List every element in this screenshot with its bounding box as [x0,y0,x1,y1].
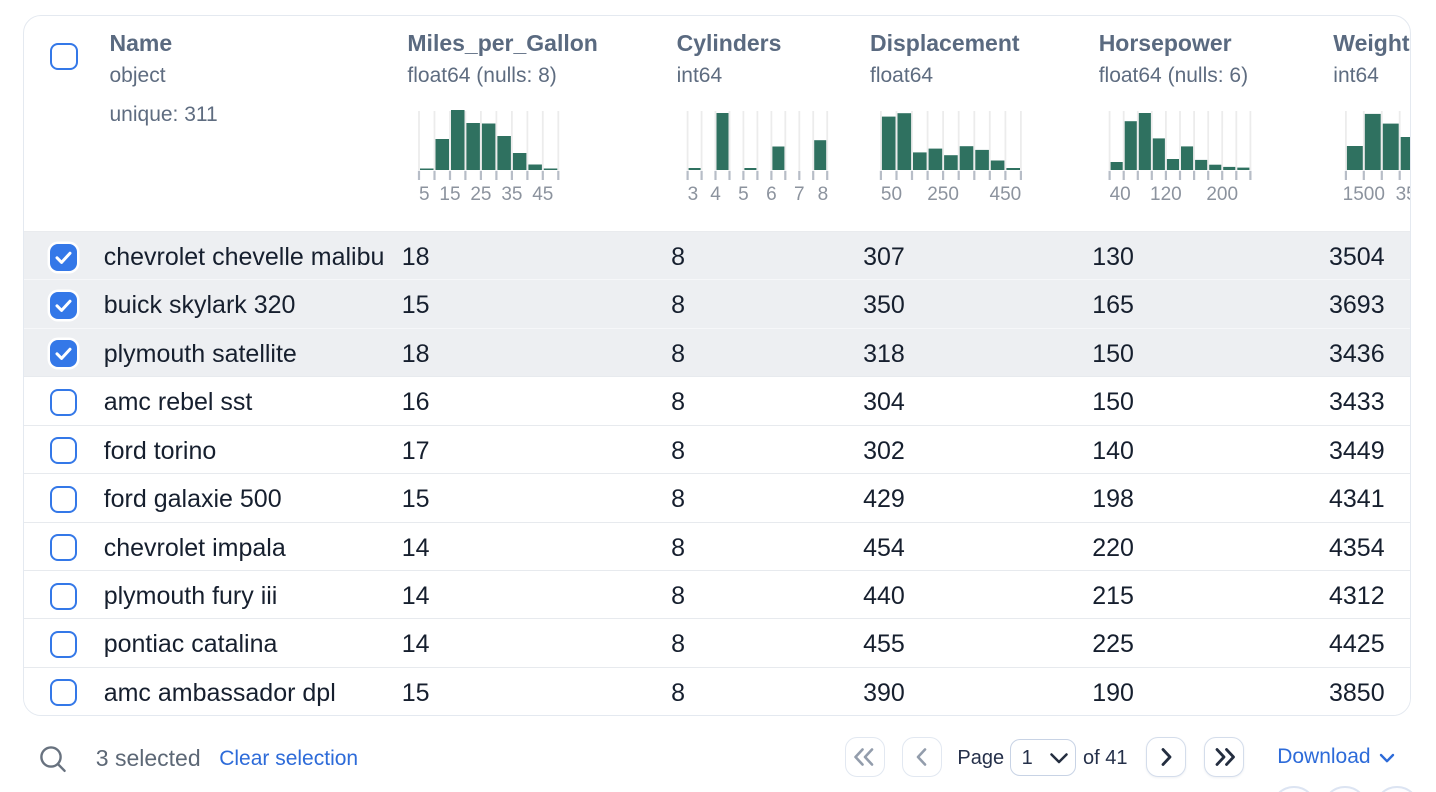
svg-text:5: 5 [738,184,749,205]
svg-text:8: 8 [817,184,828,205]
svg-text:15: 15 [439,184,460,205]
svg-text:7: 7 [794,184,805,205]
svg-text:120: 120 [1150,184,1182,205]
svg-text:45: 45 [532,184,553,205]
svg-text:3: 3 [687,184,698,205]
svg-text:5: 5 [419,184,430,205]
svg-text:6: 6 [766,184,777,205]
svg-text:200: 200 [1206,184,1238,205]
svg-text:450: 450 [989,184,1021,205]
svg-text:250: 250 [927,184,959,205]
svg-text:3500: 3500 [1395,184,1410,205]
svg-text:1500: 1500 [1342,184,1384,205]
svg-text:50: 50 [880,184,901,205]
svg-text:40: 40 [1109,184,1130,205]
svg-text:25: 25 [470,184,491,205]
svg-text:35: 35 [501,184,522,205]
svg-text:4: 4 [710,184,721,205]
